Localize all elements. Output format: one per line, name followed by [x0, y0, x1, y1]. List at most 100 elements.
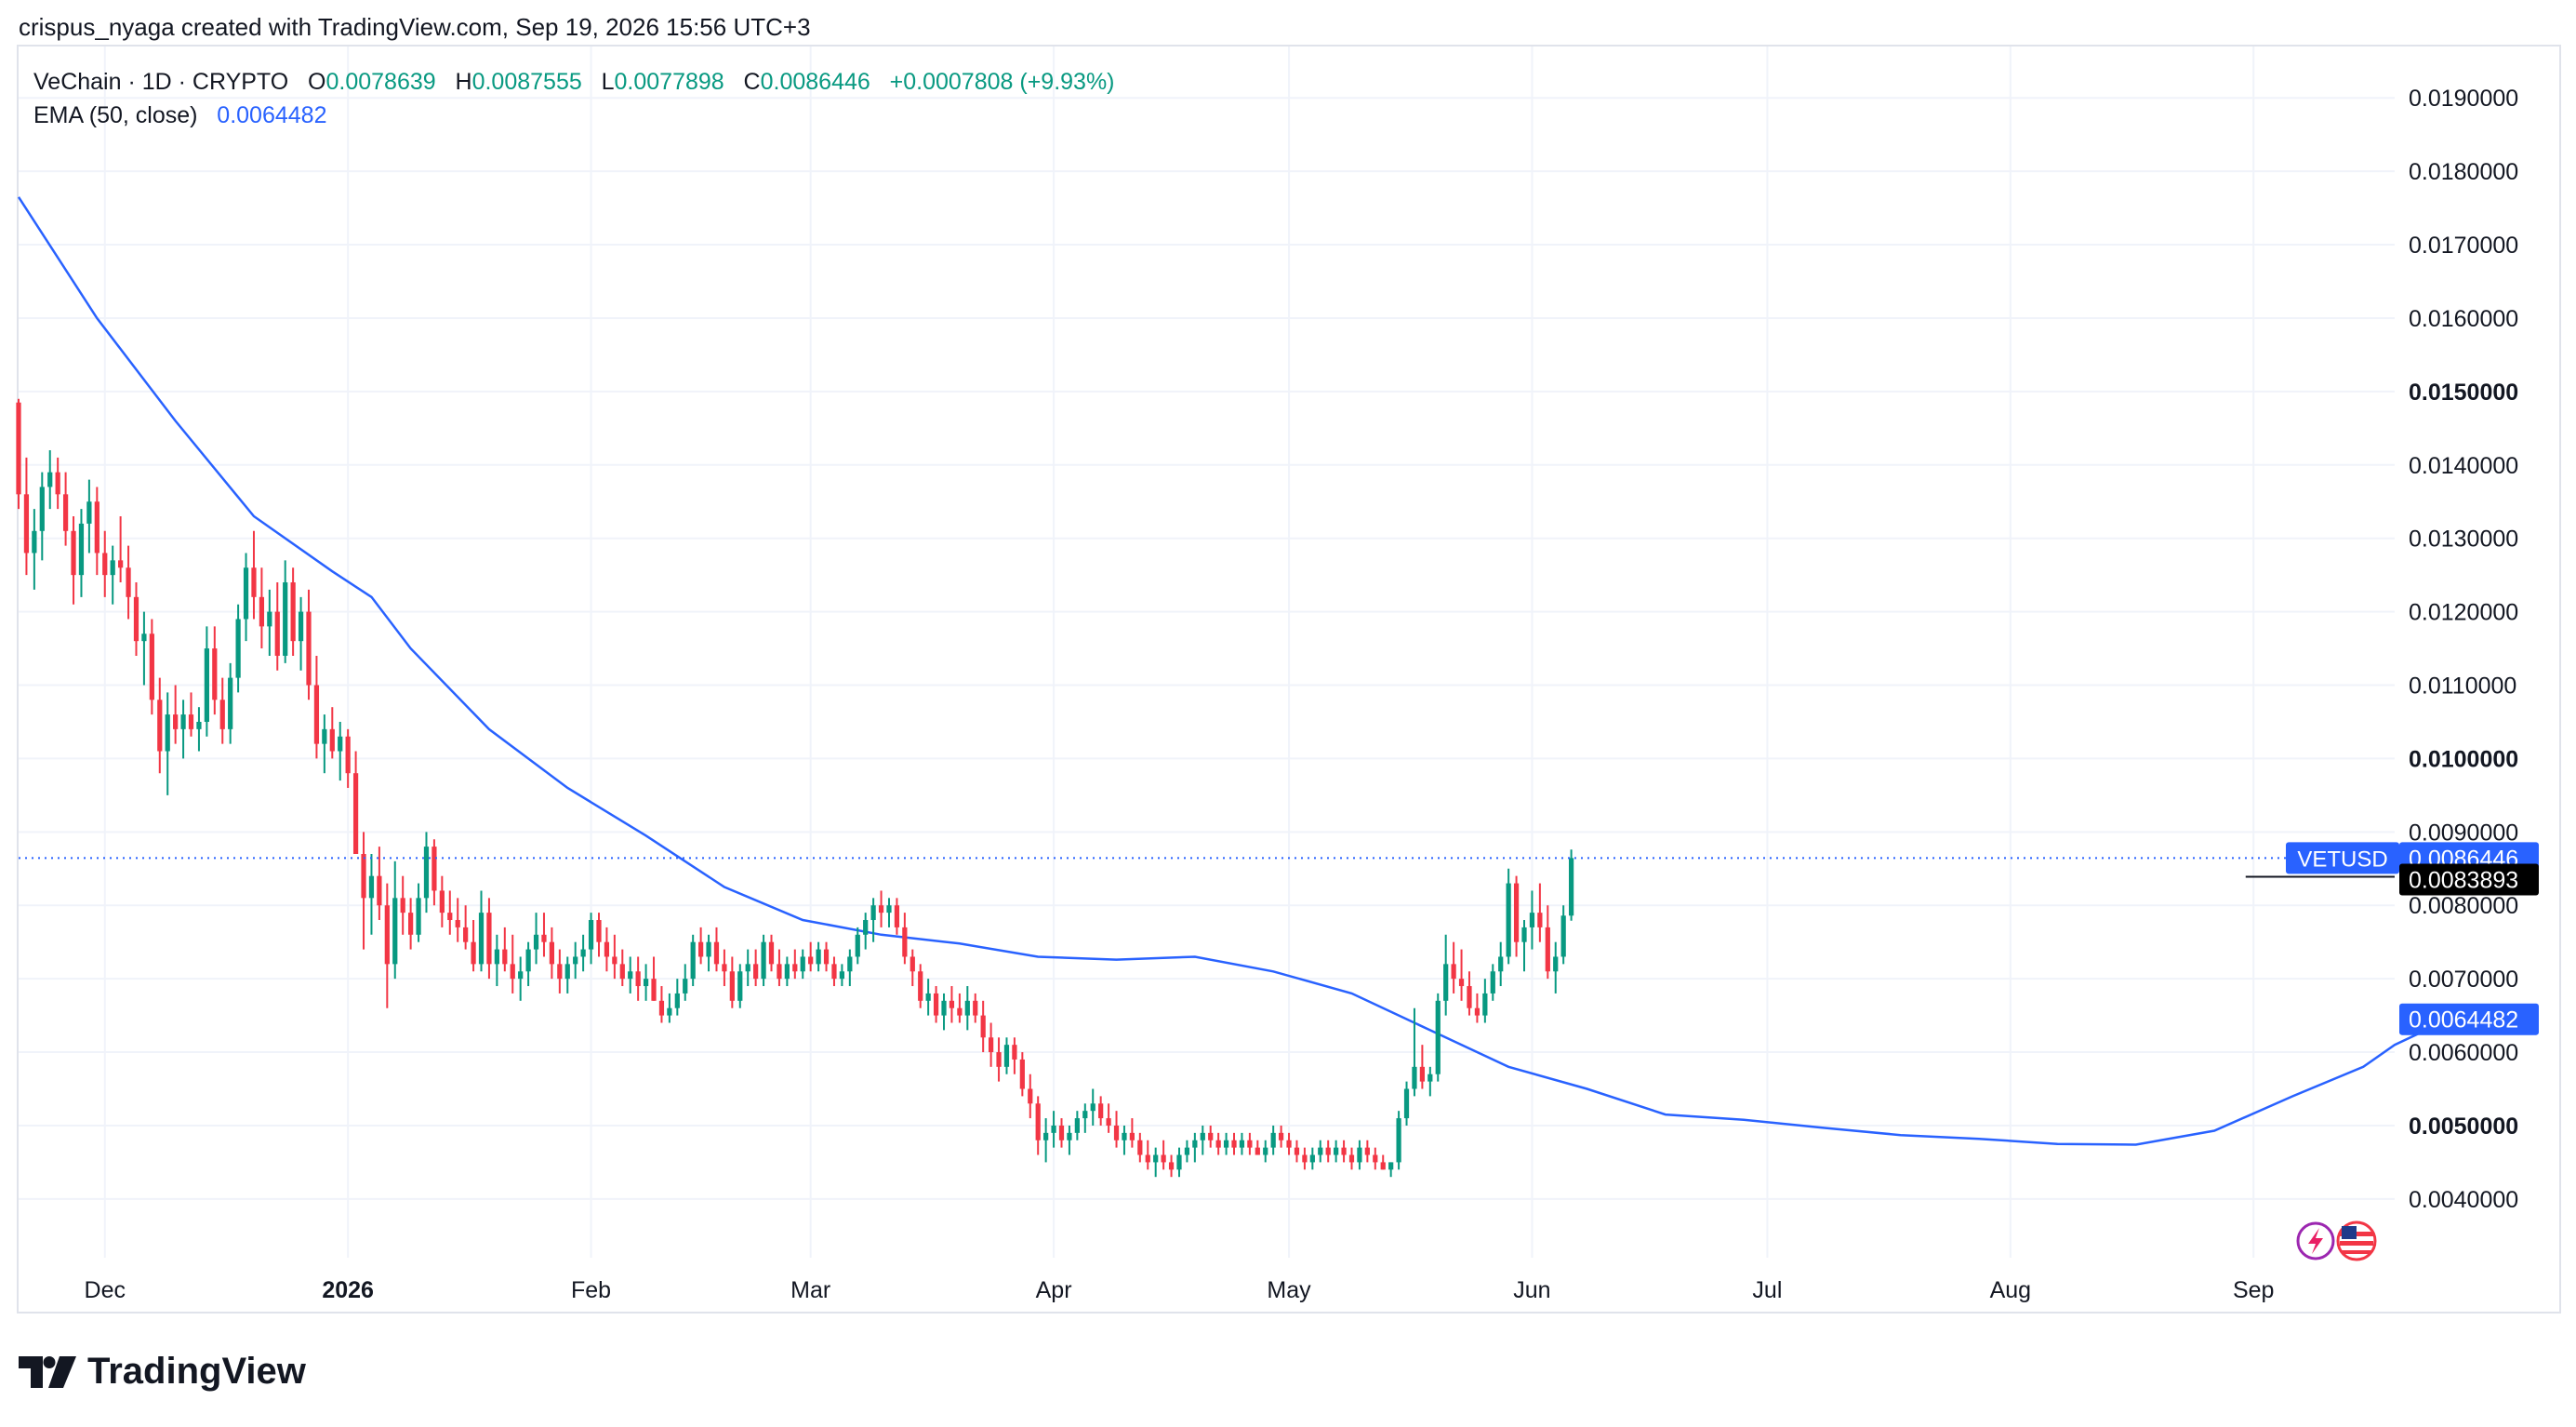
candle-body: [1129, 1132, 1135, 1140]
candle-body: [816, 949, 821, 965]
candle-body: [1443, 964, 1449, 1001]
candle-body: [697, 941, 704, 957]
candle-body: [1247, 1140, 1253, 1148]
candle-body: [918, 971, 923, 1001]
chart-legend: VeChain · 1D · CRYPTO O0.0078639 H0.0087…: [33, 65, 1115, 132]
candle-body: [368, 875, 375, 899]
candle-body: [886, 905, 892, 914]
candle-body: [823, 949, 830, 965]
candle-body: [306, 611, 312, 686]
price-tick-label: 0.0090000: [2409, 820, 2518, 846]
candle-body: [588, 920, 594, 950]
candle-body: [683, 979, 688, 994]
candle-body: [628, 971, 633, 980]
candle-body: [447, 913, 453, 921]
candle-body: [980, 1015, 986, 1038]
candle-body: [32, 530, 37, 553]
candle-body: [1051, 1125, 1056, 1133]
candle-body: [1231, 1140, 1237, 1148]
grid-lines: [19, 47, 2395, 1258]
ema-price-badge: [2399, 1003, 2539, 1035]
candle-body: [157, 700, 163, 752]
candle-body: [1537, 913, 1543, 927]
candle-body: [510, 964, 515, 980]
symbol-title[interactable]: VeChain · 1D · CRYPTO: [33, 69, 289, 95]
candle-body: [1223, 1140, 1229, 1148]
us-flag-stripe: [2342, 1250, 2371, 1254]
candle-body: [416, 898, 421, 935]
candle-body: [878, 905, 884, 914]
candle-body: [941, 1000, 947, 1016]
candle-body: [110, 560, 115, 576]
candle-body: [1153, 1154, 1159, 1163]
candle-body: [1208, 1132, 1214, 1140]
candle-body: [212, 648, 218, 700]
candle-body: [1341, 1147, 1347, 1155]
candle-body: [690, 941, 696, 980]
symbol-tag-bg: [2286, 842, 2399, 874]
candle-body: [761, 941, 766, 980]
candle-body: [384, 905, 390, 965]
time-tick-label: Jun: [1513, 1277, 1550, 1303]
candle-body: [133, 596, 139, 642]
close-label: C: [743, 69, 761, 95]
candle-body: [525, 949, 531, 972]
candle-body: [831, 964, 837, 980]
candle-body: [1278, 1132, 1284, 1140]
candle-body: [564, 964, 570, 980]
candle-body: [1419, 1066, 1426, 1082]
price-axis: 0.0040000 0.0050000 0.0060000 0.0070000 0.00…: [2409, 86, 2518, 1213]
candle-body: [39, 487, 45, 531]
candle-body: [996, 1052, 1002, 1067]
flag-icons[interactable]: [2296, 1220, 2377, 1261]
candle-body: [329, 728, 335, 752]
candle-body: [423, 847, 430, 899]
ema-line[interactable]: [17, 196, 2436, 1146]
time-tick-label: 2026: [322, 1277, 374, 1303]
candle-body: [651, 979, 657, 1001]
close-value: 0.0086446: [760, 69, 870, 95]
candle-body: [1003, 1045, 1010, 1067]
candle-body: [894, 905, 900, 927]
candle-body: [1028, 1088, 1033, 1104]
brand-name: TradingView: [87, 1351, 306, 1392]
price-tick-label: 0.0070000: [2409, 967, 2518, 993]
high-value: 0.0087555: [471, 69, 582, 95]
candle-body: [1019, 1059, 1025, 1089]
candle-body: [1334, 1147, 1339, 1155]
low-value: 0.0077898: [614, 69, 724, 95]
candle-body: [1412, 1066, 1417, 1089]
candle-body: [784, 964, 790, 980]
tradingview-logo[interactable]: TradingView: [19, 1351, 306, 1393]
candle-body: [1263, 1147, 1268, 1155]
candle-body: [439, 890, 445, 914]
candle-body: [729, 971, 735, 1001]
candle-body: [964, 1000, 970, 1016]
time-tick-label: Sep: [2233, 1277, 2274, 1303]
price-tick-label: 0.0170000: [2409, 233, 2518, 259]
candle-body: [1184, 1147, 1190, 1155]
ema-layer: [17, 196, 2436, 1146]
price-tick-label: 0.0190000: [2409, 86, 2518, 112]
candle-body: [1521, 927, 1527, 942]
ema-row[interactable]: EMA (50, close) 0.0064482: [33, 99, 1115, 132]
candle-body: [196, 721, 202, 729]
candle-body: [596, 920, 602, 942]
candle-body: [612, 956, 617, 965]
candle-body: [1498, 956, 1504, 972]
price-tick-label: 0.0140000: [2409, 453, 2518, 479]
change-value: +0.0007808 (+9.93%): [889, 69, 1115, 95]
candle-body: [949, 1000, 955, 1008]
candle-body: [800, 956, 805, 972]
candle-body: [267, 611, 272, 627]
low-label: L: [601, 69, 615, 95]
chart-frame: [17, 45, 2561, 1314]
candle-body: [549, 941, 555, 965]
candle-body: [352, 773, 359, 854]
candle-body: [471, 941, 476, 965]
candle-body: [502, 949, 508, 965]
candle-body: [274, 611, 280, 656]
candle-body: [541, 934, 547, 942]
candle-body: [1435, 1000, 1441, 1074]
